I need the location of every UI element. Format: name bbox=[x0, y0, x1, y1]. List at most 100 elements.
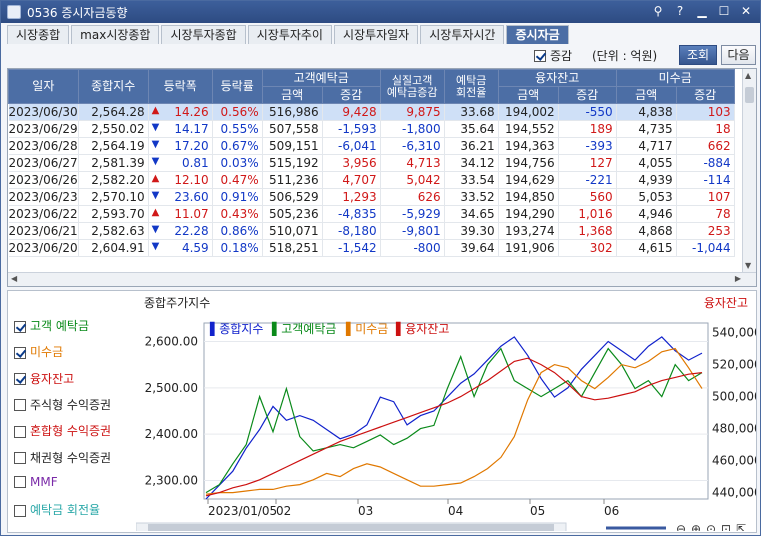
table-cell: 191,906 bbox=[498, 239, 559, 257]
maximize-icon[interactable]: ☐ bbox=[718, 4, 730, 18]
scroll-down-icon[interactable]: ▼ bbox=[745, 261, 752, 270]
series-toggle[interactable]: 주식형 수익증권 bbox=[14, 396, 111, 413]
cell-value: 14.17 bbox=[174, 122, 209, 136]
cell-value: 9,875 bbox=[406, 105, 441, 119]
vertical-scrollbar[interactable]: ▲ ▼ bbox=[742, 69, 756, 272]
tab-market-invest-trend[interactable]: 시장투자추이 bbox=[247, 25, 332, 44]
table-row[interactable]: 2023/06/27 2,581.39 ▼ 0.81 0.03% 515,192 3,956… bbox=[8, 154, 735, 172]
close-icon[interactable]: ✕ bbox=[740, 4, 752, 18]
table-row[interactable]: 2023/06/22 2,593.70 ▲ 11.07 0.43% 505,236 -4,8… bbox=[8, 205, 735, 223]
col-deposit-delta[interactable]: 증감 bbox=[321, 86, 381, 104]
cell-value: 9,428 bbox=[342, 105, 377, 119]
cell-value: 12.10 bbox=[174, 173, 209, 187]
help-icon[interactable]: ? bbox=[676, 4, 684, 18]
tab-bar: 시장종합 max시장종합 시장투자종합 시장투자추이 시장투자일자 시장투자시간… bbox=[7, 25, 571, 44]
cell-value: 4,868 bbox=[638, 224, 673, 238]
minimize-icon[interactable]: ▁ bbox=[697, 4, 707, 18]
series-toggle[interactable]: 예탁금 회전율 bbox=[14, 501, 100, 518]
series-toggle[interactable]: 고객 예탁금 bbox=[14, 317, 89, 334]
col-credit-delta[interactable]: 증감 bbox=[557, 86, 617, 104]
tab-market-invest-summary[interactable]: 시장투자종합 bbox=[161, 25, 246, 44]
table-row[interactable]: 2023/06/21 2,582.63 ▼ 22.28 0.86% 510,071 -8,1… bbox=[8, 222, 735, 240]
table-cell: ▲ 14.26 bbox=[148, 103, 213, 121]
cell-value: 14.26 bbox=[174, 105, 209, 119]
down-arrow-icon: ▼ bbox=[151, 139, 160, 150]
next-button[interactable]: 다음 bbox=[721, 45, 756, 65]
series-toggle[interactable]: 융자잔고 bbox=[14, 370, 74, 387]
cell-value: 2,582.63 bbox=[91, 224, 145, 238]
scroll-up-icon[interactable]: ▲ bbox=[745, 71, 752, 80]
series-toggle[interactable]: 채권형 수익증권 bbox=[14, 449, 111, 466]
table-cell: ▼ 17.20 bbox=[148, 137, 213, 155]
table-cell: 4,939 bbox=[616, 171, 677, 189]
table-cell: -6,041 bbox=[322, 137, 381, 155]
window-title: 0536 증시자금동향 bbox=[27, 6, 128, 20]
table-cell: 509,151 bbox=[262, 137, 323, 155]
table-row[interactable]: 2023/06/29 2,550.02 ▼ 14.17 0.55% 507,558 -1,5… bbox=[8, 120, 735, 138]
series-toggle[interactable]: 혼합형 수익증권 bbox=[14, 422, 111, 439]
zoom-out-icon[interactable]: ⊖ bbox=[676, 522, 686, 531]
table-cell: 0.55% bbox=[212, 120, 263, 138]
table-cell: 2023/06/26 bbox=[8, 171, 79, 189]
series-toggle[interactable]: MMF bbox=[14, 475, 58, 489]
tab-market-summary[interactable]: 시장종합 bbox=[7, 25, 70, 44]
col-deposit-amount[interactable]: 금액 bbox=[261, 86, 323, 104]
col-deposit[interactable]: 고객예탁금 bbox=[261, 69, 381, 87]
cell-value: -4,835 bbox=[337, 207, 377, 221]
scroll-left-icon[interactable]: ◀ bbox=[11, 274, 18, 283]
table-row[interactable]: 2023/06/20 2,604.91 ▼ 4.59 0.18% 518,251 -1,54… bbox=[8, 239, 735, 257]
cell-value: 4,717 bbox=[638, 139, 673, 153]
col-date[interactable]: 일자 bbox=[8, 69, 79, 104]
right-tick-label: 460,000 bbox=[712, 454, 756, 468]
tab-market-funds[interactable]: 증시자금 bbox=[506, 25, 569, 44]
table-cell: -9,801 bbox=[380, 222, 445, 240]
scroll-thumb[interactable] bbox=[745, 87, 754, 103]
zoom-in-icon[interactable]: ⊕ bbox=[691, 522, 701, 531]
col-credit-amount[interactable]: 금액 bbox=[497, 86, 559, 104]
series-legend-item: ▌고객예탁금 bbox=[271, 321, 336, 336]
cell-value: 2023/06/22 bbox=[8, 207, 78, 221]
query-button[interactable]: 조회 bbox=[679, 45, 717, 65]
series-toggle-label: 고객 예탁금 bbox=[30, 319, 90, 333]
col-index[interactable]: 종합지수 bbox=[77, 69, 149, 104]
table-row[interactable]: 2023/06/30 2,564.28 ▲ 14.26 0.56% 516,986 9,42… bbox=[8, 103, 735, 121]
pin-icon[interactable]: ⚲ bbox=[653, 4, 663, 18]
col-real-deposit[interactable]: 실질고객 예탁금증감 bbox=[379, 69, 445, 104]
table-cell: -550 bbox=[558, 103, 617, 121]
cell-value: 191,906 bbox=[505, 241, 555, 255]
increase-checkbox[interactable] bbox=[534, 48, 546, 62]
unit-label: (단위 : 억원) bbox=[592, 49, 658, 63]
cell-value: 505,236 bbox=[269, 207, 319, 221]
scroll-right-icon[interactable]: ▶ bbox=[734, 274, 741, 283]
chart-scroll-thumb bbox=[148, 524, 554, 531]
series-toggle[interactable]: 미수금 bbox=[14, 343, 63, 360]
tab-max-market-summary[interactable]: max시장종합 bbox=[71, 25, 160, 44]
cell-value: 0.55% bbox=[220, 122, 259, 136]
cell-value: -550 bbox=[585, 105, 613, 119]
pan-icon[interactable]: ⇱ bbox=[736, 522, 746, 531]
col-turnover[interactable]: 예탁금 회전율 bbox=[443, 69, 499, 104]
col-unsettled[interactable]: 미수금 bbox=[615, 69, 735, 87]
table-cell: 193,274 bbox=[498, 222, 559, 240]
horizontal-scrollbar[interactable]: ◀ ▶ bbox=[8, 272, 756, 286]
table-cell: 2023/06/22 bbox=[8, 205, 79, 223]
table-row[interactable]: 2023/06/23 2,570.10 ▼ 23.60 0.91% 506,529 1,29… bbox=[8, 188, 735, 206]
col-rate[interactable]: 등락률 bbox=[211, 69, 263, 104]
table-row[interactable]: 2023/06/26 2,582.20 ▲ 12.10 0.47% 511,236 4,70… bbox=[8, 171, 735, 189]
zoom-reset-icon[interactable]: ⊙ bbox=[706, 522, 716, 531]
increase-label: 증감 bbox=[550, 49, 573, 63]
tab-market-invest-daily[interactable]: 시장투자일자 bbox=[333, 25, 419, 44]
down-arrow-icon: ▼ bbox=[151, 224, 160, 235]
col-unsettled-delta[interactable]: 증감 bbox=[675, 86, 735, 104]
col-unsettled-amount[interactable]: 금액 bbox=[615, 86, 677, 104]
zoom-fit-icon[interactable]: ⊡ bbox=[721, 522, 731, 531]
col-change[interactable]: 등락폭 bbox=[147, 69, 213, 104]
tab-market-invest-time[interactable]: 시장투자시간 bbox=[420, 25, 505, 44]
line-chart[interactable]: 2,600.00 2,500.00 2,400.00 2,300.00 540,000 5… bbox=[136, 309, 756, 531]
table-cell: 2,564.19 bbox=[78, 137, 149, 155]
cell-value: 33.68 bbox=[460, 105, 495, 119]
col-credit[interactable]: 융자잔고 bbox=[497, 69, 617, 87]
cell-value: 2,550.02 bbox=[91, 122, 145, 136]
table-row[interactable]: 2023/06/28 2,564.19 ▼ 17.20 0.67% 509,151 -6,0… bbox=[8, 137, 735, 155]
cell-value: 2,581.39 bbox=[91, 156, 145, 170]
